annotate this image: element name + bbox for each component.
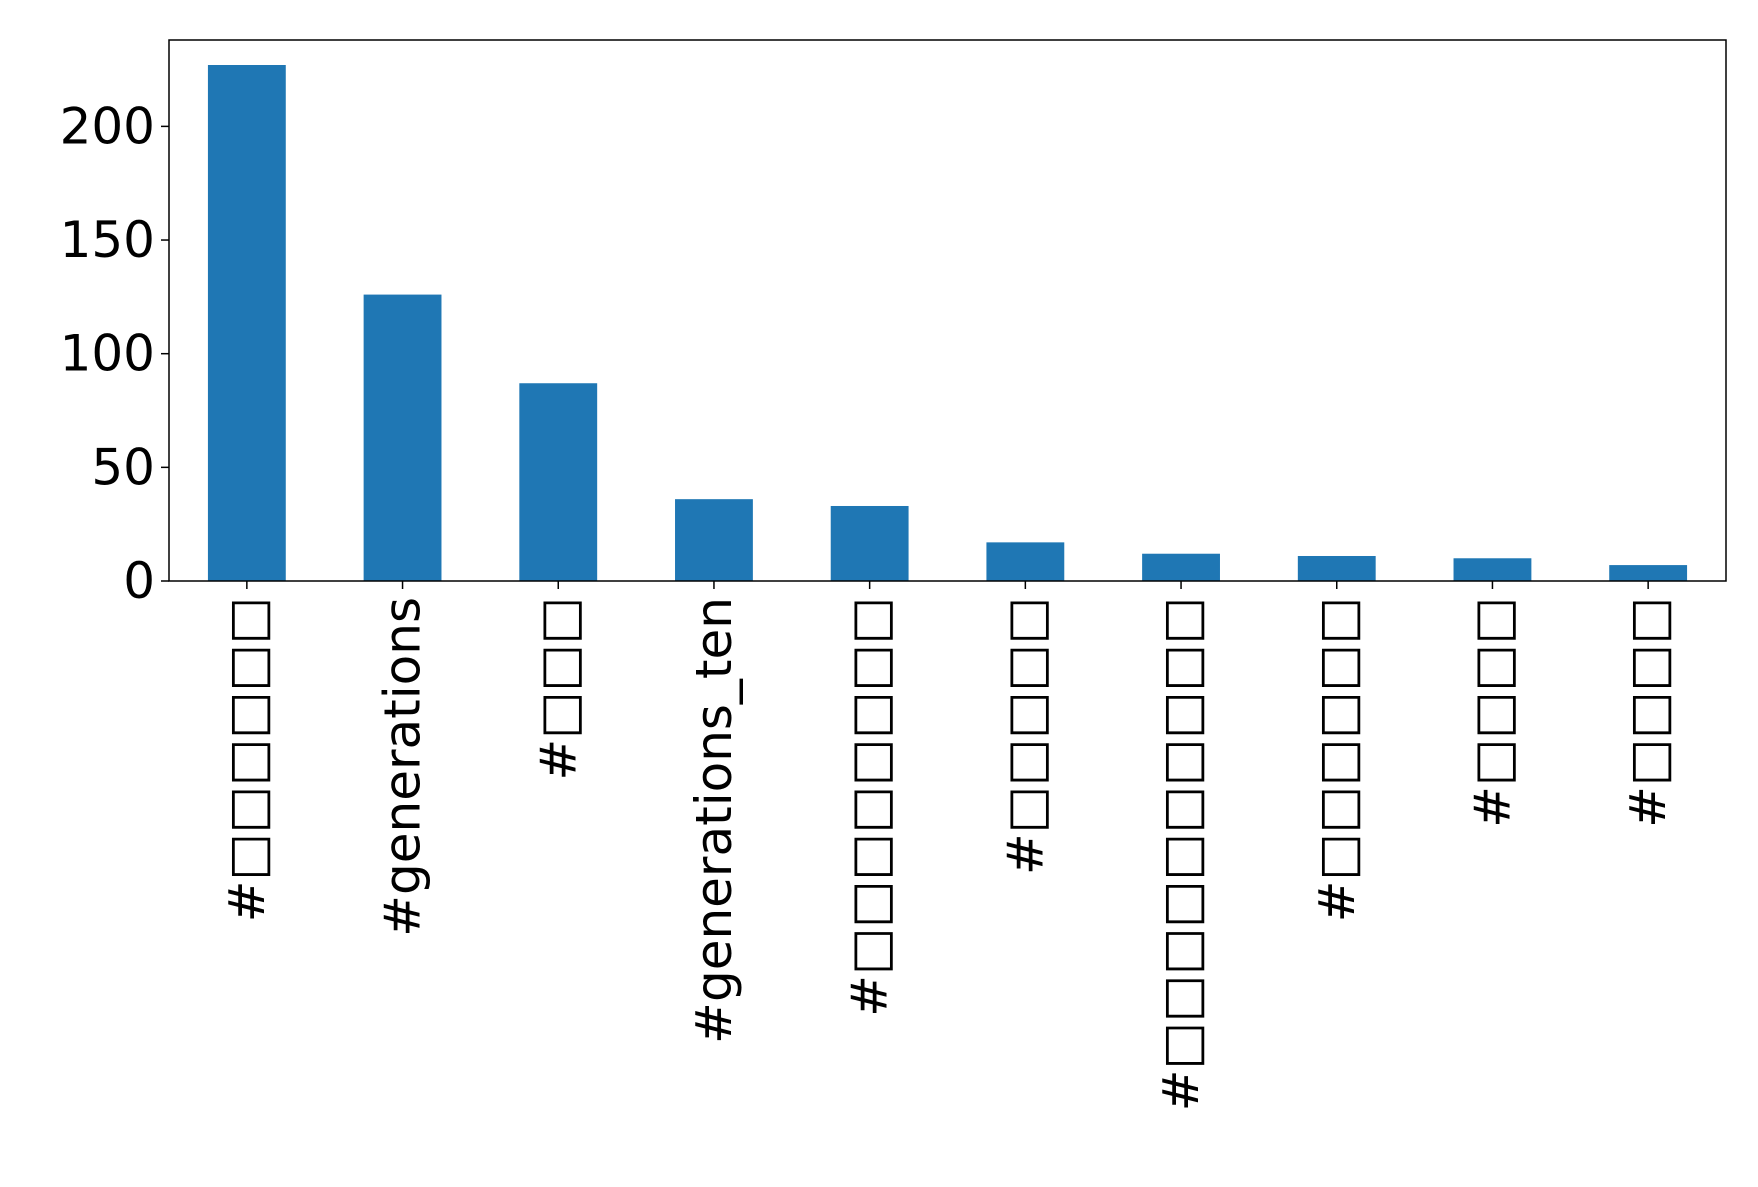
bar-9	[1609, 565, 1688, 581]
y-tick-label-4: 200	[60, 97, 155, 155]
bar-5	[986, 542, 1065, 581]
x-tick-label-8: #□□□□	[1463, 597, 1521, 828]
bar-7	[1297, 555, 1376, 581]
x-tick-label-1: #generations	[374, 597, 432, 937]
y-tick-label-3: 150	[60, 211, 155, 269]
plot-frame	[168, 39, 1727, 582]
bars-group	[207, 65, 1688, 581]
bar-1	[363, 294, 442, 581]
bar-2	[519, 383, 598, 581]
bar-4	[830, 505, 909, 581]
x-tick-label-5: #□□□□□	[996, 597, 1054, 875]
x-tick-label-3: #generations_ten	[685, 597, 743, 1044]
x-tick-label-0: #□□□□□□	[218, 597, 276, 922]
x-tick-label-6: #□□□□□□□□□□	[1152, 597, 1210, 1111]
x-tick-label-7: #□□□□□□	[1308, 597, 1366, 922]
bar-3	[675, 499, 753, 581]
y-tick-label-0: 0	[123, 552, 155, 610]
x-tick-label-9: #□□□□	[1619, 597, 1677, 828]
y-axis: 0 50 100 150 200	[60, 97, 169, 610]
x-tick-label-4: #□□□□□□□□	[841, 597, 899, 1017]
x-tick-label-2: #□□□	[529, 597, 587, 781]
y-tick-label-1: 50	[91, 438, 155, 496]
x-axis: #□□□□□□ #generations #□□□ #generations_ten #…	[218, 581, 1677, 1111]
bar-8	[1453, 558, 1532, 581]
y-tick-label-2: 100	[60, 325, 155, 383]
bar-6	[1142, 553, 1220, 581]
bar-0	[207, 65, 286, 581]
